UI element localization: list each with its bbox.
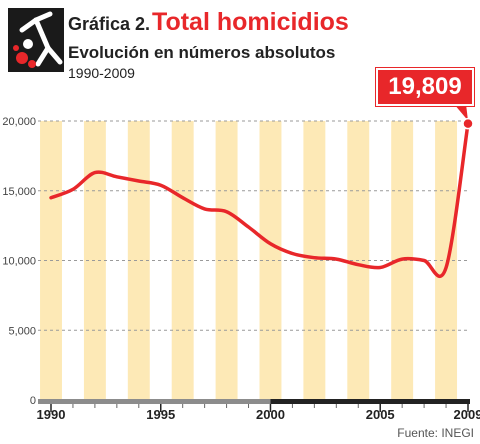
final-value-callout: 19,809 — [376, 68, 474, 106]
y-tick-label: 5,000 — [8, 325, 36, 337]
final-data-point — [462, 117, 474, 130]
chart-subtitle: Evolución en números absolutos — [68, 43, 336, 62]
x-tick-label: 2009 — [454, 407, 480, 422]
y-tick-label: 0 — [30, 395, 36, 407]
x-tick-label: 2000 — [256, 407, 285, 422]
x-tick-label: 2005 — [366, 407, 395, 422]
x-axis-segment-1990s — [38, 399, 271, 404]
chart-number: Gráfica 2. — [68, 14, 151, 34]
chart-heading: Gráfica 2.Total homicidios — [68, 8, 349, 37]
x-tick-label: 1990 — [37, 407, 66, 422]
year-stripe — [127, 121, 150, 400]
source-note: Fuente: INEGI — [397, 426, 474, 440]
chart-title: Total homicidios — [152, 8, 349, 36]
homicides-series-line — [49, 121, 470, 278]
final-value-label: 19,809 — [388, 73, 462, 100]
callout-pointer — [454, 104, 468, 121]
x-tick-label: 1995 — [146, 407, 175, 422]
y-tick-label: 15,000 — [2, 186, 36, 198]
x-axis-segment-2000s — [270, 399, 470, 404]
year-stripe — [259, 121, 282, 400]
y-tick-label: 20,000 — [2, 116, 36, 128]
crime-logo-icon — [8, 8, 64, 72]
chart-period: 1990-2009 — [68, 65, 135, 81]
y-tick-label: 10,000 — [2, 256, 36, 268]
